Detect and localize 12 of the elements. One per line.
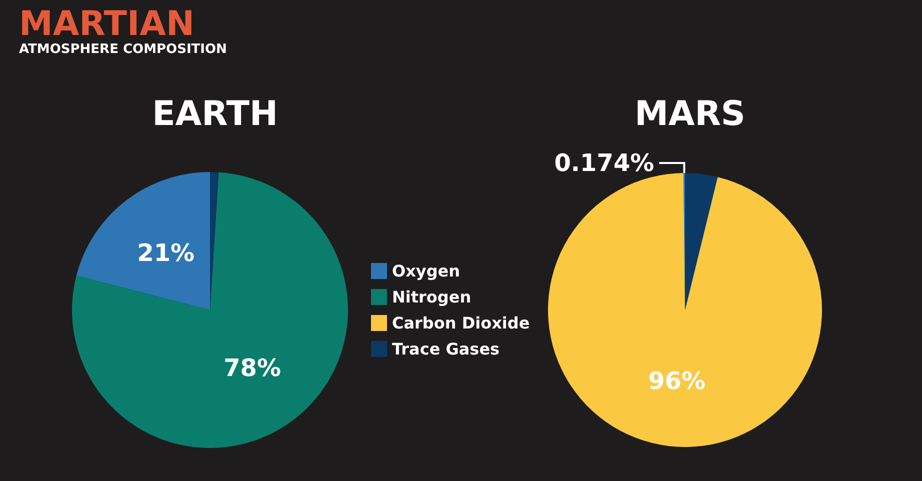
chart-subtitle: ATMOSPHERE COMPOSITION (19, 42, 227, 57)
slice-label: MARS (634, 94, 746, 134)
data-label: 21% (137, 239, 195, 268)
legend-label: Carbon Dioxide (392, 314, 530, 332)
chart-title: MARTIAN (19, 4, 194, 44)
data-label: 96% (648, 367, 706, 396)
legend-label: Nitrogen (392, 288, 472, 306)
legend-label: Oxygen (392, 262, 460, 280)
legend-label: Trace Gases (392, 340, 500, 358)
data-label: 0.174% (554, 149, 654, 177)
slice-label: EARTH (152, 94, 278, 134)
data-label: 78% (224, 354, 282, 382)
